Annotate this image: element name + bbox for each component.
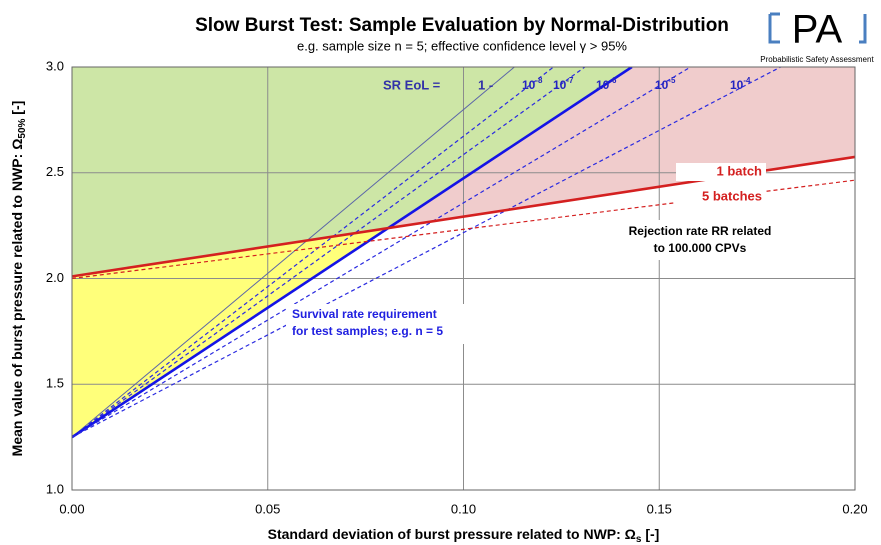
label-text: Standard deviation of burst pressure rel… <box>268 526 636 542</box>
series-label: 10-7 <box>553 76 574 92</box>
series-name: 5 batches <box>702 188 762 203</box>
line <box>72 179 855 280</box>
label-sub: s <box>636 534 642 545</box>
label-exp: -8 <box>535 76 543 85</box>
label-bg <box>676 188 766 206</box>
y-axis-label: Mean value of burst pressure related to … <box>9 101 28 457</box>
y-tick-label: 2.5 <box>46 164 64 179</box>
label-exp: -7 <box>566 76 574 85</box>
label-exp: -5 <box>668 76 676 85</box>
x-tick-label: 0.05 <box>255 501 280 516</box>
line <box>72 67 586 438</box>
series-label: 10-8 <box>522 76 543 92</box>
label-base: 10 <box>596 78 610 92</box>
logo-frame <box>768 12 867 44</box>
annotation: Survival rate requirement <box>292 307 437 321</box>
label-exp: -4 <box>743 76 751 85</box>
annotation: Rejection rate RR related <box>629 224 772 238</box>
line <box>72 67 515 438</box>
annotation: for test samples; e.g. n = 5 <box>292 324 443 338</box>
chart-subtitle: e.g. sample size n = 5; effective confid… <box>297 38 627 53</box>
annotation-bg <box>612 220 788 260</box>
label-bg <box>676 163 766 181</box>
line <box>72 67 781 438</box>
annotation-bg <box>286 304 472 344</box>
chart-title: Slow Burst Test: Sample Evaluation by No… <box>195 15 729 36</box>
series-label: 10-6 <box>596 76 617 92</box>
y-tick-label: 1.5 <box>46 376 64 391</box>
x-tick-label: 0.20 <box>842 501 867 516</box>
y-tick-label: 1.0 <box>46 481 64 496</box>
label-base: 10 <box>522 78 536 92</box>
label-base: 10 <box>553 78 567 92</box>
plot-border <box>71 66 856 491</box>
annotation: to 100.000 CPVs <box>654 241 747 255</box>
logo: PA Probabilistic Safety Assessment <box>760 8 874 65</box>
x-axis-label: Standard deviation of burst pressure rel… <box>268 526 660 545</box>
sr-label: SR EoL = <box>383 77 441 92</box>
label-unit: [-] <box>641 526 659 542</box>
line <box>72 67 554 438</box>
logo-caption: Probabilistic Safety Assessment <box>760 55 874 64</box>
x-tick-label: 0.00 <box>59 501 84 516</box>
label-exp: -6 <box>609 76 617 85</box>
series-label: 10-5 <box>655 76 676 92</box>
label-text: Mean value of burst pressure related to … <box>9 139 25 457</box>
y-tick-label: 3.0 <box>46 58 64 73</box>
label-base: 10 <box>655 78 669 92</box>
region <box>388 67 855 229</box>
series-name: 1 batch <box>716 163 762 178</box>
line <box>72 67 633 439</box>
series-label: 10-4 <box>730 76 751 92</box>
sr-prefix: 1 - <box>478 77 493 92</box>
x-tick-label: 0.10 <box>451 501 476 516</box>
label-sub: 50% <box>17 118 28 138</box>
label-base: 10 <box>730 78 744 92</box>
x-tick-label: 0.15 <box>647 501 672 516</box>
label-unit: [-] <box>9 101 25 119</box>
line <box>72 67 691 438</box>
logo-text: PA <box>792 8 843 52</box>
y-tick-label: 2.0 <box>46 270 64 285</box>
